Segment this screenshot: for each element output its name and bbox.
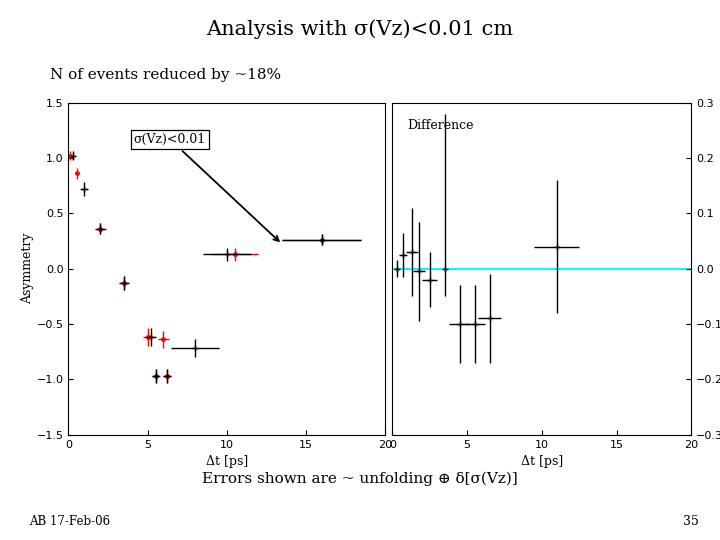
Text: Errors shown are ~ unfolding ⊕ δ[σ(Vz)]: Errors shown are ~ unfolding ⊕ δ[σ(Vz)]	[202, 471, 518, 486]
Text: Difference: Difference	[408, 119, 474, 132]
Text: Analysis with σ(Vz)<0.01 cm: Analysis with σ(Vz)<0.01 cm	[207, 19, 513, 38]
X-axis label: Δt [ps]: Δt [ps]	[206, 455, 248, 468]
Text: N of events reduced by ~18%: N of events reduced by ~18%	[50, 68, 282, 82]
X-axis label: Δt [ps]: Δt [ps]	[521, 455, 563, 468]
Text: AB 17-Feb-06: AB 17-Feb-06	[29, 515, 110, 528]
Text: σ(Vz)<0.01: σ(Vz)<0.01	[134, 133, 279, 241]
Y-axis label: Asymmetry: Asymmetry	[21, 233, 34, 305]
Text: 35: 35	[683, 515, 698, 528]
